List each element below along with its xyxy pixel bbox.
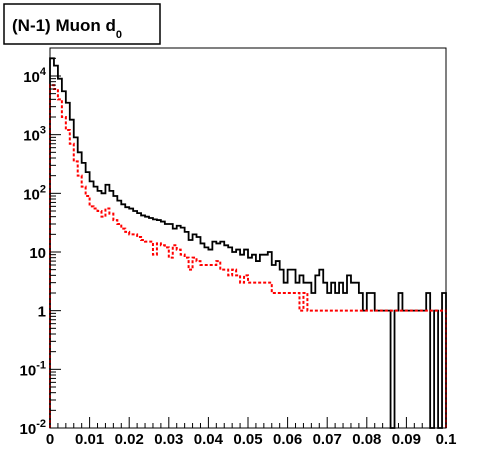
x-tick-label: 0.08	[352, 431, 381, 448]
x-tick-label: 0.04	[194, 431, 224, 448]
x-tick-label: 0.07	[313, 431, 342, 448]
y-tick-label: 10	[29, 245, 46, 262]
axis-layer: 0 0.01 0.02 0.03 0.04 0.05 0.06 0.07 0.08 0.09 0.1…	[20, 57, 457, 448]
y-tick-label: 102	[23, 183, 46, 203]
chart-title-main: (N-1) Muon d	[12, 16, 116, 35]
y-tick-label-exponent: -2	[36, 418, 46, 430]
y-tick-label-base: 10	[23, 69, 40, 86]
x-tick-label: 0.09	[392, 431, 421, 448]
y-tick-label: 10-2	[20, 418, 46, 438]
y-tick-label-base: 10	[29, 245, 46, 262]
y-tick-label-exponent: -1	[36, 359, 46, 371]
title-frame	[3, 3, 161, 45]
y-tick-label-exponent: 2	[40, 183, 46, 195]
y-tick-label-exponent: 4	[40, 66, 47, 78]
y-tick-label-base: 1	[38, 304, 46, 321]
chart-title-subscript: 0	[116, 29, 122, 41]
y-tick-label-base: 10	[20, 421, 37, 438]
y-tick-label: 103	[23, 125, 46, 145]
y-tick-label-base: 10	[23, 186, 40, 203]
y-tick-label-base: 10	[23, 128, 40, 145]
y-tick-label: 1	[38, 304, 46, 321]
y-tick-label: 104	[23, 66, 47, 86]
x-tick-label: 0.06	[273, 431, 302, 448]
y-tick-label: 10-1	[20, 359, 46, 379]
x-tick-label: 0	[46, 431, 54, 448]
series-layer	[49, 57, 447, 429]
title-box: (N-1) Muon d0	[3, 3, 161, 45]
x-tick-label: 0.03	[154, 431, 183, 448]
y-tick-label-base: 10	[20, 362, 37, 379]
x-tick-label: 0.1	[436, 431, 457, 448]
chart-title: (N-1) Muon d0	[12, 16, 122, 41]
x-tick-label: 0.05	[233, 431, 262, 448]
x-tick-label: 0.02	[115, 431, 144, 448]
histogram-series-1	[49, 57, 447, 429]
y-tick-label-exponent: 3	[40, 125, 46, 137]
histogram-series-2	[49, 84, 447, 428]
x-tick-label: 0.01	[75, 431, 104, 448]
